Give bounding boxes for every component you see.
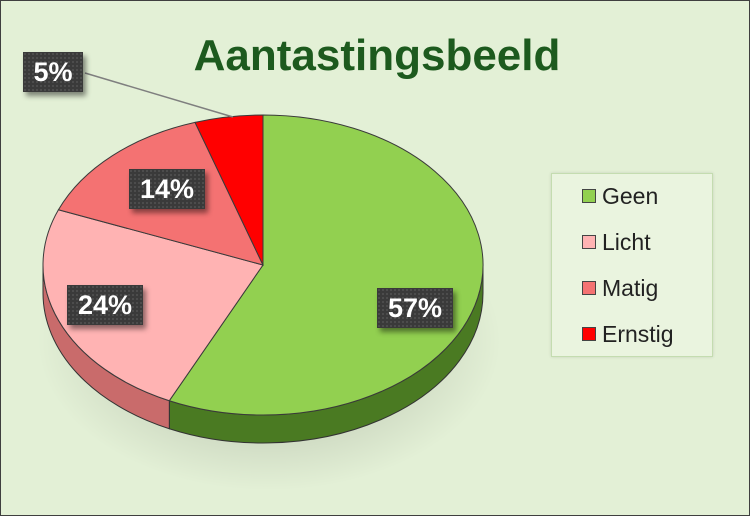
legend-item-matig: Matig — [582, 274, 658, 302]
data-label-matig: 14% — [129, 169, 205, 209]
legend-item-licht: Licht — [582, 228, 651, 256]
pie-slice-ernstig — [194, 114, 264, 266]
data-label-licht: 24% — [67, 285, 143, 325]
legend-swatch-geen — [582, 189, 596, 203]
legend-item-geen: Geen — [582, 182, 658, 210]
legend-label-licht: Licht — [602, 228, 651, 255]
legend: Geen Licht Matig Ernstig — [551, 173, 713, 357]
pie-slice-licht — [42, 209, 264, 402]
legend-label-ernstig: Ernstig — [602, 320, 674, 347]
legend-label-geen: Geen — [602, 182, 659, 209]
legend-label-matig: Matig — [602, 274, 659, 301]
legend-swatch-licht — [582, 235, 596, 249]
pie-slice-geen — [168, 114, 484, 416]
leader-line — [84, 72, 234, 118]
legend-swatch-matig — [582, 281, 596, 295]
legend-item-ernstig: Ernstig — [582, 320, 674, 348]
data-label-ernstig: 5% — [23, 52, 83, 92]
legend-swatch-ernstig — [582, 327, 596, 341]
chart-title: Aantastingsbeeld — [193, 31, 561, 80]
data-label-geen: 57% — [377, 288, 453, 328]
